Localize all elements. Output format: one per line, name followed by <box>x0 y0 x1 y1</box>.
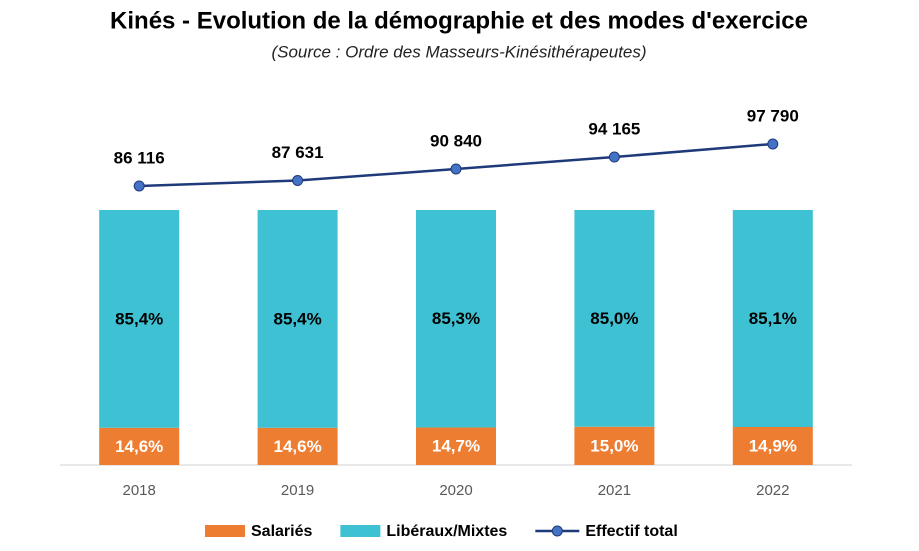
data-label: 87 631 <box>272 143 324 162</box>
bar-segment <box>732 427 813 465</box>
line-marker <box>292 175 304 187</box>
x-tick-label: 2020 <box>439 482 472 499</box>
data-label: 15,0% <box>590 436 638 455</box>
x-tick-label: 2019 <box>281 482 314 499</box>
line-marker <box>450 163 462 175</box>
chart-title: Kinés - Evolution de la démographie et d… <box>110 7 808 34</box>
data-label: 14,6% <box>115 437 163 456</box>
x-tick-label: 2018 <box>123 482 156 499</box>
bar-segment <box>257 427 338 465</box>
x-tick-label: 2021 <box>598 482 631 499</box>
legend-label: Effectif total <box>585 523 677 540</box>
bar-segment <box>416 210 496 428</box>
data-label: 85,0% <box>590 309 638 328</box>
bar-segment <box>574 210 655 427</box>
data-label: 85,4% <box>273 309 321 328</box>
bar-segment <box>732 210 813 428</box>
legend-label: Libéraux/Mixtes <box>386 523 507 540</box>
data-label: 14,7% <box>432 437 480 456</box>
legend-swatch <box>551 525 563 537</box>
line-marker <box>767 138 779 150</box>
legend-swatch <box>205 525 245 537</box>
bar-segment <box>416 427 496 465</box>
line-marker <box>608 151 620 163</box>
data-label: 90 840 <box>430 131 482 150</box>
legend-swatch <box>340 525 381 537</box>
bar-segment <box>99 210 180 428</box>
data-label: 97 790 <box>747 106 799 125</box>
chart-subtitle: (Source : Ordre des Masseurs-Kinésithéra… <box>271 42 646 61</box>
data-label: 86 116 <box>114 148 165 167</box>
data-label: 85,4% <box>115 309 163 328</box>
data-label: 14,6% <box>273 437 321 456</box>
data-label: 94 165 <box>588 119 640 138</box>
x-tick-label: 2022 <box>756 482 789 499</box>
data-label: 14,9% <box>749 436 797 455</box>
data-label: 85,1% <box>749 309 797 328</box>
bar-segment <box>99 427 180 465</box>
data-label: 85,3% <box>432 309 480 328</box>
line-marker <box>133 180 145 192</box>
legend-label: Salariés <box>251 523 312 540</box>
bar-segment <box>574 426 655 465</box>
bar-segment <box>257 210 338 428</box>
